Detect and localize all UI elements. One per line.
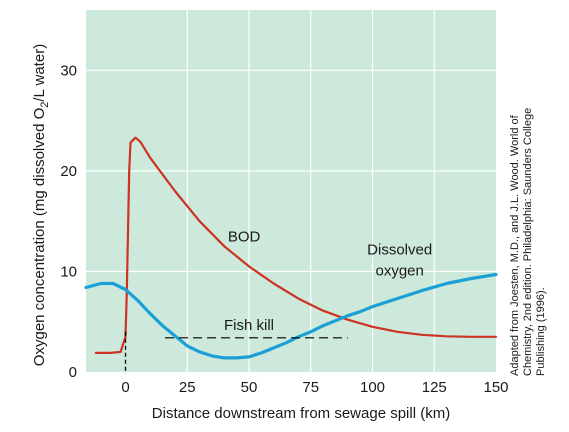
y-axis-title-part-2: /L water): [31, 44, 48, 102]
y-tick-label-30: 30: [60, 62, 77, 79]
annotation-layer: Fish kill BOD Dissolved oxygen: [124, 228, 432, 374]
x-tick-label-100: 100: [360, 379, 385, 396]
credit-line-3: Publishing (1996).: [535, 287, 547, 376]
series-layer: [84, 136, 498, 360]
credit-line-2: Chemistry, 2nd edition. Philadelphia: Sa…: [522, 108, 534, 376]
x-tick-label-50: 50: [241, 379, 258, 396]
y-axis-title-part-1: Oxygen concentration (mg dissolved O: [31, 108, 48, 366]
bod-label: BOD: [228, 228, 261, 245]
grid: [86, 10, 496, 372]
x-tick-label-25: 25: [179, 379, 196, 396]
y-tick-label-20: 20: [60, 163, 77, 180]
x-tick-label-125: 125: [422, 379, 447, 396]
dissolved-oxygen-label-line-1: Dissolved: [367, 241, 432, 258]
y-axis-title-subscript: 2: [39, 102, 51, 108]
x-tick-label-150: 150: [483, 379, 508, 396]
dissolved-oxygen-label-line-2: oxygen: [375, 262, 423, 279]
source-credit: Adapted from Joesten, M.D., and J.L. Woo…: [509, 105, 547, 376]
x-tick-label-0: 0: [121, 379, 129, 396]
tick-labels: 0 25 50 75 100 125 150 0 10 20 30: [60, 62, 508, 396]
y-tick-label-10: 10: [60, 263, 77, 280]
series-line-dissolved-oxygen: [84, 272, 498, 360]
x-axis-title: Distance downstream from sewage spill (k…: [152, 405, 450, 422]
y-tick-label-0: 0: [69, 364, 77, 381]
credit-line-1: Adapted from Joesten, M.D., and J.L. Woo…: [509, 114, 521, 376]
x-tick-label-75: 75: [302, 379, 319, 396]
fish-kill-label: Fish kill: [224, 317, 274, 334]
y-axis-title: Oxygen concentration (mg dissolved O2/L …: [31, 44, 51, 366]
